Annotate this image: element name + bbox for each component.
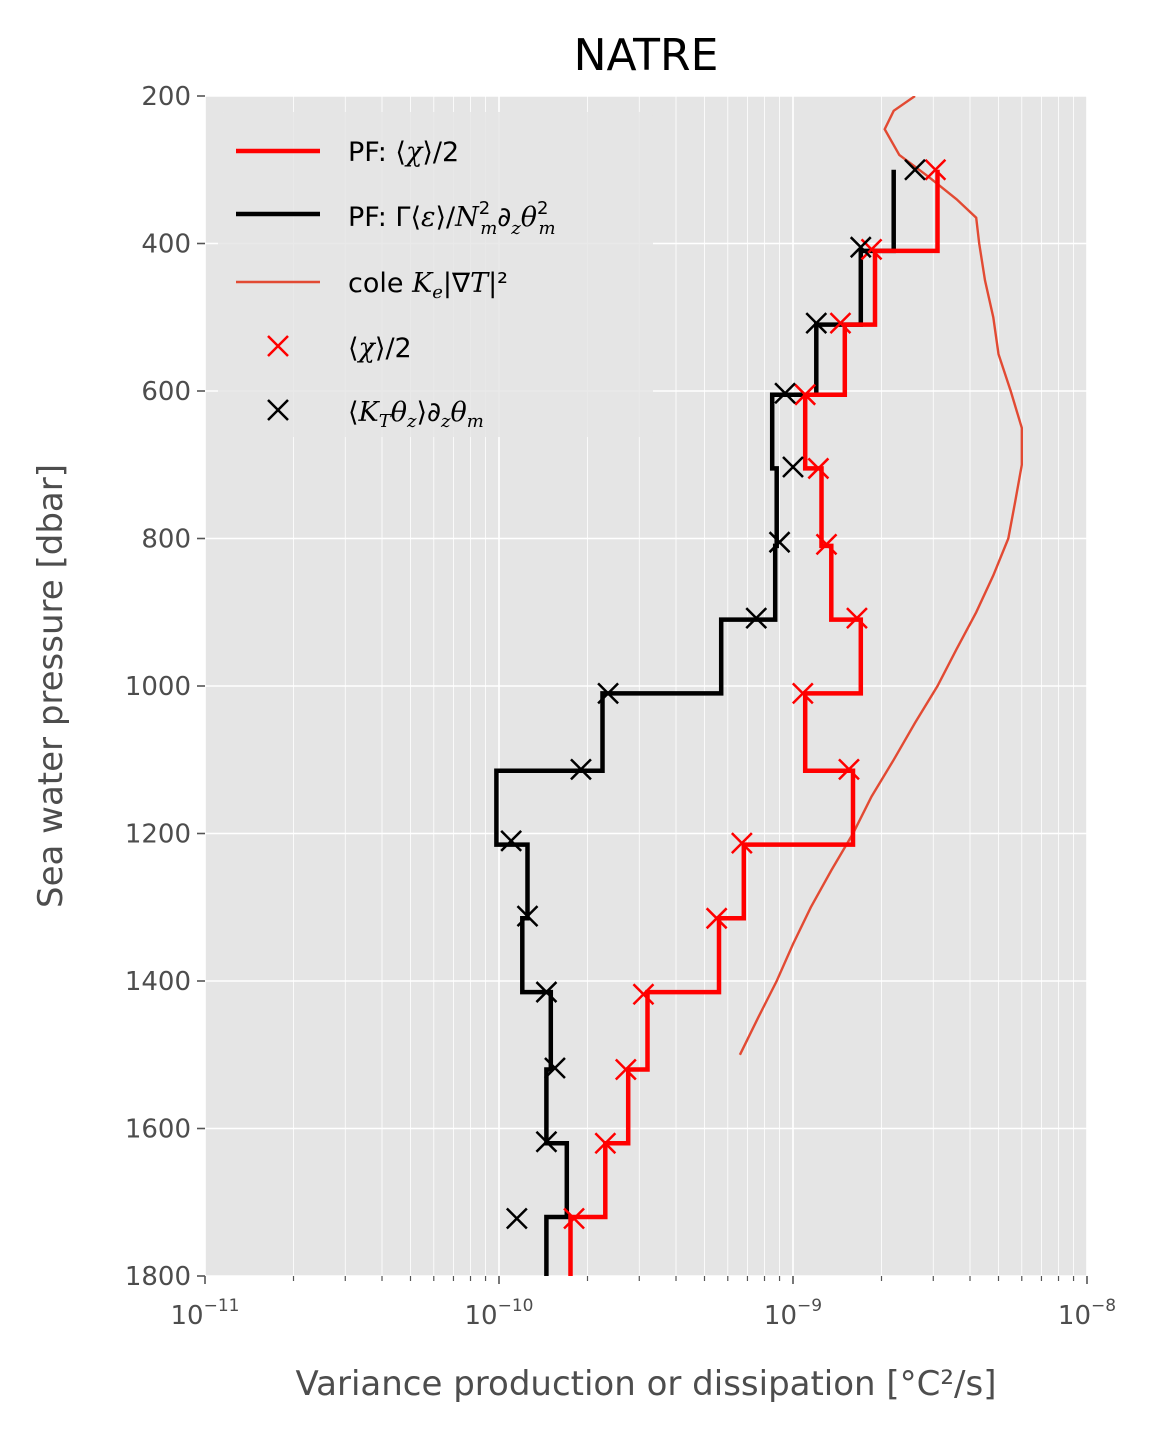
y-tick-label: 1400 — [125, 967, 191, 997]
y-tick-label: 600 — [141, 377, 191, 407]
legend-box — [218, 112, 653, 437]
axis-ticks: 200 400 600 800 1000 1200 1400 1600 1800 10−11 10−… — [125, 82, 1116, 1331]
marker-kt-obs — [768, 531, 791, 554]
x-tick-label: 10−8 — [1058, 1296, 1116, 1331]
legend-label-pf-chi: PF: ⟨χ⟩/2 — [348, 137, 459, 168]
marker-chi-obs — [730, 832, 753, 854]
x-tick-label: 10−9 — [764, 1296, 822, 1331]
y-tick-label: 800 — [141, 525, 191, 555]
legend-label-kt-obs: ⟨KTθz⟩∂zθm — [348, 397, 484, 432]
marker-kt-obs — [782, 456, 804, 478]
marker-chi-obs — [846, 607, 868, 630]
marker-kt-obs — [774, 382, 796, 405]
y-tick-label: 1000 — [125, 672, 191, 702]
chart-title: NATRE — [574, 30, 719, 81]
y-tick-label: 1600 — [125, 1115, 191, 1145]
legend-item-pf-chi: PF: ⟨χ⟩/2 — [236, 137, 459, 168]
series-step-pf-gamma — [494, 169, 896, 1276]
series-step-pf-chi — [568, 169, 940, 1276]
x-tick-label: 10−10 — [465, 1296, 534, 1331]
marker-chi-obs — [794, 383, 817, 406]
marker-chi-obs — [815, 533, 838, 556]
marker-kt-obs — [805, 312, 828, 335]
marker-kt-obs — [570, 758, 592, 781]
y-tick-label: 1800 — [125, 1262, 191, 1292]
marker-chi-obs — [791, 682, 814, 705]
marker-kt-obs — [535, 981, 558, 1003]
legend-item-kt-obs: ⟨KTθz⟩∂zθm — [267, 397, 484, 432]
y-tick-label: 1200 — [125, 820, 191, 850]
series-line-cole — [738, 96, 1023, 1056]
legend-item-pf-gamma: PF: Γ⟨ε⟩/N2 m∂zθ2 m — [236, 198, 556, 239]
legend-item-cole: cole Ke|∇T|² — [236, 268, 508, 303]
legend-label-pf-gamma: PF: Γ⟨ε⟩/N2 m∂zθ2 m — [348, 198, 556, 239]
marker-chi-obs — [807, 457, 830, 480]
legend-item-chi-obs: ⟨χ⟩/2 — [267, 333, 412, 364]
x-axis-label: Variance production or dissipation [°C²/… — [296, 1364, 997, 1404]
y-tick-label: 400 — [141, 230, 191, 260]
marker-chi-obs — [924, 158, 947, 181]
y-axis-label: Sea water pressure [dbar] — [31, 464, 71, 908]
y-tick-label: 200 — [141, 82, 191, 112]
legend: PF: ⟨χ⟩/2 PF: Γ⟨ε⟩/N2 m∂zθ2 m cole Ke|∇T|²… — [218, 112, 653, 437]
legend-marker-kt-obs — [267, 399, 289, 421]
series-layer — [494, 96, 1023, 1276]
marker-chi-obs — [594, 1132, 617, 1155]
marker-kt-obs — [745, 607, 768, 630]
marker-kt-obs — [505, 1207, 528, 1230]
marker-chi-obs — [838, 758, 860, 781]
marker-chi-obs — [705, 907, 728, 930]
legend-label-chi-obs: ⟨χ⟩/2 — [348, 333, 412, 364]
marker-kt-obs — [849, 236, 872, 259]
marker-kt-obs — [535, 1130, 558, 1153]
series-group — [494, 96, 1023, 1276]
marker-kt-obs — [544, 1057, 566, 1079]
marker-chi-obs — [563, 1207, 585, 1230]
marker-kt-obs — [904, 158, 926, 181]
marker-chi-obs — [614, 1058, 637, 1081]
marker-chi-obs — [632, 983, 655, 1006]
x-tick-label: 10−11 — [171, 1296, 240, 1331]
legend-marker-chi-obs — [267, 335, 289, 357]
legend-label-cole: cole Ke|∇T|² — [348, 268, 508, 303]
marker-kt-obs — [597, 682, 619, 705]
marker-kt-obs — [516, 905, 539, 927]
marker-kt-obs — [500, 829, 523, 852]
marker-chi-obs — [829, 312, 852, 335]
